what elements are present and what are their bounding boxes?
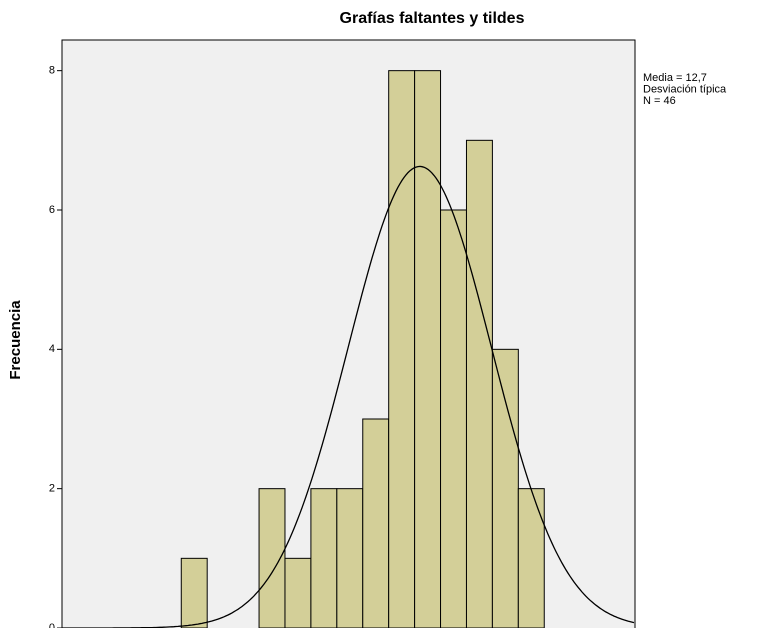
bar: [180, 557, 208, 628]
bar: [336, 488, 364, 628]
bar: [414, 70, 442, 628]
bar: [440, 209, 467, 628]
y-tick-label: 2: [49, 483, 55, 495]
stats-annotation: N = 46: [643, 95, 676, 107]
y-tick-label: 6: [49, 204, 55, 216]
stats-annotation: Desviación típica: [643, 83, 727, 95]
bar: [491, 348, 519, 628]
y-tick-label: 0: [49, 622, 55, 628]
y-axis-label: Frecuencia: [7, 300, 24, 380]
bar: [258, 488, 286, 628]
bar: [310, 488, 338, 628]
chart-title: Grafías faltantes y tildes: [340, 10, 525, 27]
bar: [517, 488, 545, 628]
y-tick-label: 8: [49, 65, 55, 77]
bar: [388, 70, 416, 628]
stats-annotation: Media = 12,7: [643, 72, 707, 84]
normal-curve: [62, 165, 635, 628]
bar: [284, 557, 312, 628]
bar: [465, 139, 493, 628]
bar: [362, 418, 390, 628]
y-tick-label: 4: [49, 343, 55, 355]
